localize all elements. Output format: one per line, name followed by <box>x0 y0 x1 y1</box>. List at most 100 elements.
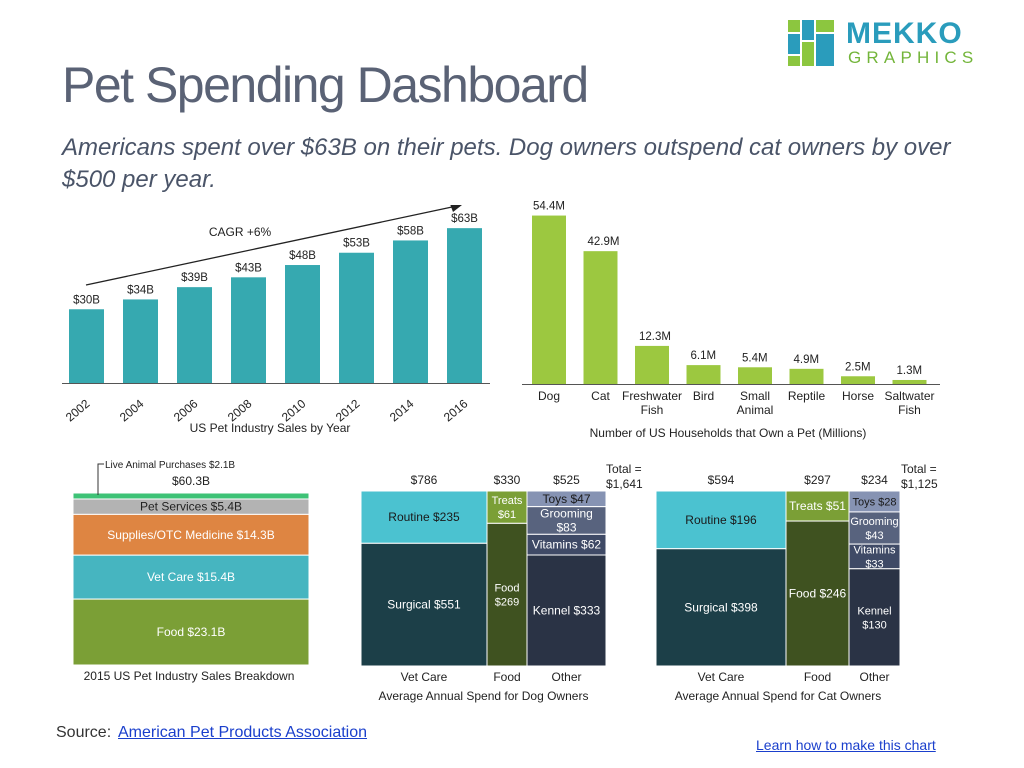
x-tick-label: Small Animal <box>737 389 774 417</box>
source-link[interactable]: American Pet Products Association <box>118 724 368 741</box>
segment-vitamins <box>848 543 901 570</box>
callout-line <box>97 463 104 495</box>
bar-label: $63B <box>451 213 478 225</box>
segment-label: Food $246 <box>789 587 847 601</box>
bar-label: 54.4M <box>533 201 565 213</box>
overall-total-label: Total = $1,641 <box>606 462 643 491</box>
segment-label: Food $23.1B <box>157 625 226 639</box>
column-total-label: $525 <box>553 473 580 487</box>
bar-label: 42.9M <box>588 236 620 248</box>
bar-2012 <box>339 252 374 383</box>
x-tick-label: Horse <box>842 389 874 403</box>
segment-routine <box>360 490 488 544</box>
column-category-label: Vet Care <box>401 670 448 684</box>
bar-saltwater-fish <box>892 379 927 384</box>
chart-title: Number of US Households that Own a Pet (… <box>590 426 867 440</box>
segment-grooming <box>848 511 901 545</box>
learn-chart-link[interactable]: Learn how to make this chart <box>756 737 936 753</box>
segment-treats <box>486 490 528 524</box>
bar-dog <box>532 215 566 384</box>
bar-label: $43B <box>235 262 262 274</box>
bar-label: $48B <box>289 250 316 262</box>
column-total-label: $234 <box>861 473 888 487</box>
x-tick-label: Cat <box>591 389 610 403</box>
column-category-label: Vet Care <box>698 670 745 684</box>
page-title: Pet Spending Dashboard <box>62 57 589 113</box>
logo-word-graphics: GRAPHICS <box>848 48 979 67</box>
industry-sales-chart: $30B2002$34B2004$39B2006$43B2008$48B2010… <box>62 205 490 435</box>
bar-label: $39B <box>181 272 208 284</box>
dog-spend-chart: Routine $235 Surgical $551 $786 Vet Care Tre… <box>360 462 643 703</box>
bar-2006 <box>177 287 212 383</box>
cagr-annotation: CAGR +6% <box>209 225 272 239</box>
x-tick-label: Saltwater Fish <box>884 389 934 417</box>
callout-label: Live Animal Purchases $2.1B <box>105 460 235 471</box>
mekko-graphics-logo[interactable]: MEKKO GRAPHICS <box>788 17 1000 67</box>
breakdown-chart: Pet Services $5.4B Supplies/OTC Medicine … <box>72 460 310 683</box>
segment-kennel <box>848 568 901 667</box>
segment-surgical <box>655 548 787 667</box>
segment-food <box>785 520 850 667</box>
bar-freshwater-fish <box>635 345 669 384</box>
chart-title: Average Annual Spend for Cat Owners <box>675 689 882 703</box>
bar-cat <box>583 251 618 384</box>
column-total-label: $330 <box>494 473 521 487</box>
segment-kennel <box>526 554 607 667</box>
bar-2010 <box>285 265 320 383</box>
bar-2002 <box>69 309 104 383</box>
segment-label: Vitamins $33 <box>854 544 896 570</box>
bar-2014 <box>393 240 428 383</box>
logo-word-mekko: MEKKO <box>846 17 963 50</box>
segment-label: Vitamins $62 <box>532 538 601 552</box>
source-label: Source: <box>56 724 112 741</box>
bar-label: $30B <box>73 294 100 306</box>
bar-label: 6.1M <box>691 350 717 362</box>
segment-label: Treats $61 <box>492 495 523 521</box>
x-tick-label: 2016 <box>441 396 471 424</box>
column-category-label: Other <box>859 670 889 684</box>
overall-total-label: Total = $1,125 <box>901 462 938 491</box>
bar-label: 2.5M <box>845 361 871 373</box>
x-tick-label: 2002 <box>63 396 93 424</box>
column-category-label: Other <box>551 670 581 684</box>
x-tick-label: Dog <box>538 389 560 403</box>
segment-label: Kennel $333 <box>533 604 601 618</box>
x-tick-label: 2014 <box>387 396 417 424</box>
segment-label: Grooming $83 <box>540 507 593 535</box>
segment-label: Surgical $398 <box>684 600 758 614</box>
x-tick-label: 2004 <box>117 396 147 424</box>
segment-label: Toys $47 <box>542 492 590 506</box>
x-tick-label: Bird <box>693 389 714 403</box>
segment-treats <box>785 490 850 522</box>
segment-food <box>72 598 310 666</box>
bar-label: 12.3M <box>639 331 671 343</box>
segment-label: Grooming $43 <box>850 516 898 542</box>
bar-label: 1.3M <box>897 365 923 377</box>
x-tick-label: Reptile <box>788 389 826 403</box>
segment-label: Toys $28 <box>852 496 896 508</box>
segment-vet-care <box>72 554 310 600</box>
column-total-label: $786 <box>411 473 438 487</box>
segment-label: Supplies/OTC Medicine $14.3B <box>107 528 274 542</box>
segment-label: Food $269 <box>494 583 519 609</box>
column-total-label: $297 <box>804 473 831 487</box>
segment-supplies-otc-medicine <box>72 513 310 556</box>
bar-2004 <box>123 299 158 383</box>
segment-grooming <box>526 506 607 535</box>
segment-label: Surgical $551 <box>387 598 461 612</box>
page-subtitle: Americans spent over $63B on their pets.… <box>62 134 951 193</box>
column-category-label: Food <box>804 670 831 684</box>
logo-squares-icon <box>788 20 834 66</box>
bar-2016 <box>447 228 482 383</box>
column-total-label: $594 <box>708 473 735 487</box>
bar-bird <box>686 365 721 384</box>
segment-label: Kennel $130 <box>857 605 891 631</box>
households-chart: 54.4M Dog 42.9M Cat 12.3M Freshwater Fish 6.1M B… <box>522 201 940 440</box>
bar-label: 4.9M <box>794 354 820 366</box>
bar-2008 <box>231 277 266 383</box>
segment-live-animal-purchases <box>72 492 310 500</box>
bar-label: $58B <box>397 225 424 237</box>
chart-title: 2015 US Pet Industry Sales Breakdown <box>84 669 295 683</box>
segment-label: Pet Services $5.4B <box>140 500 242 514</box>
cat-spend-chart: Routine $196 Surgical $398 $594 Vet Care Tre… <box>655 462 938 703</box>
